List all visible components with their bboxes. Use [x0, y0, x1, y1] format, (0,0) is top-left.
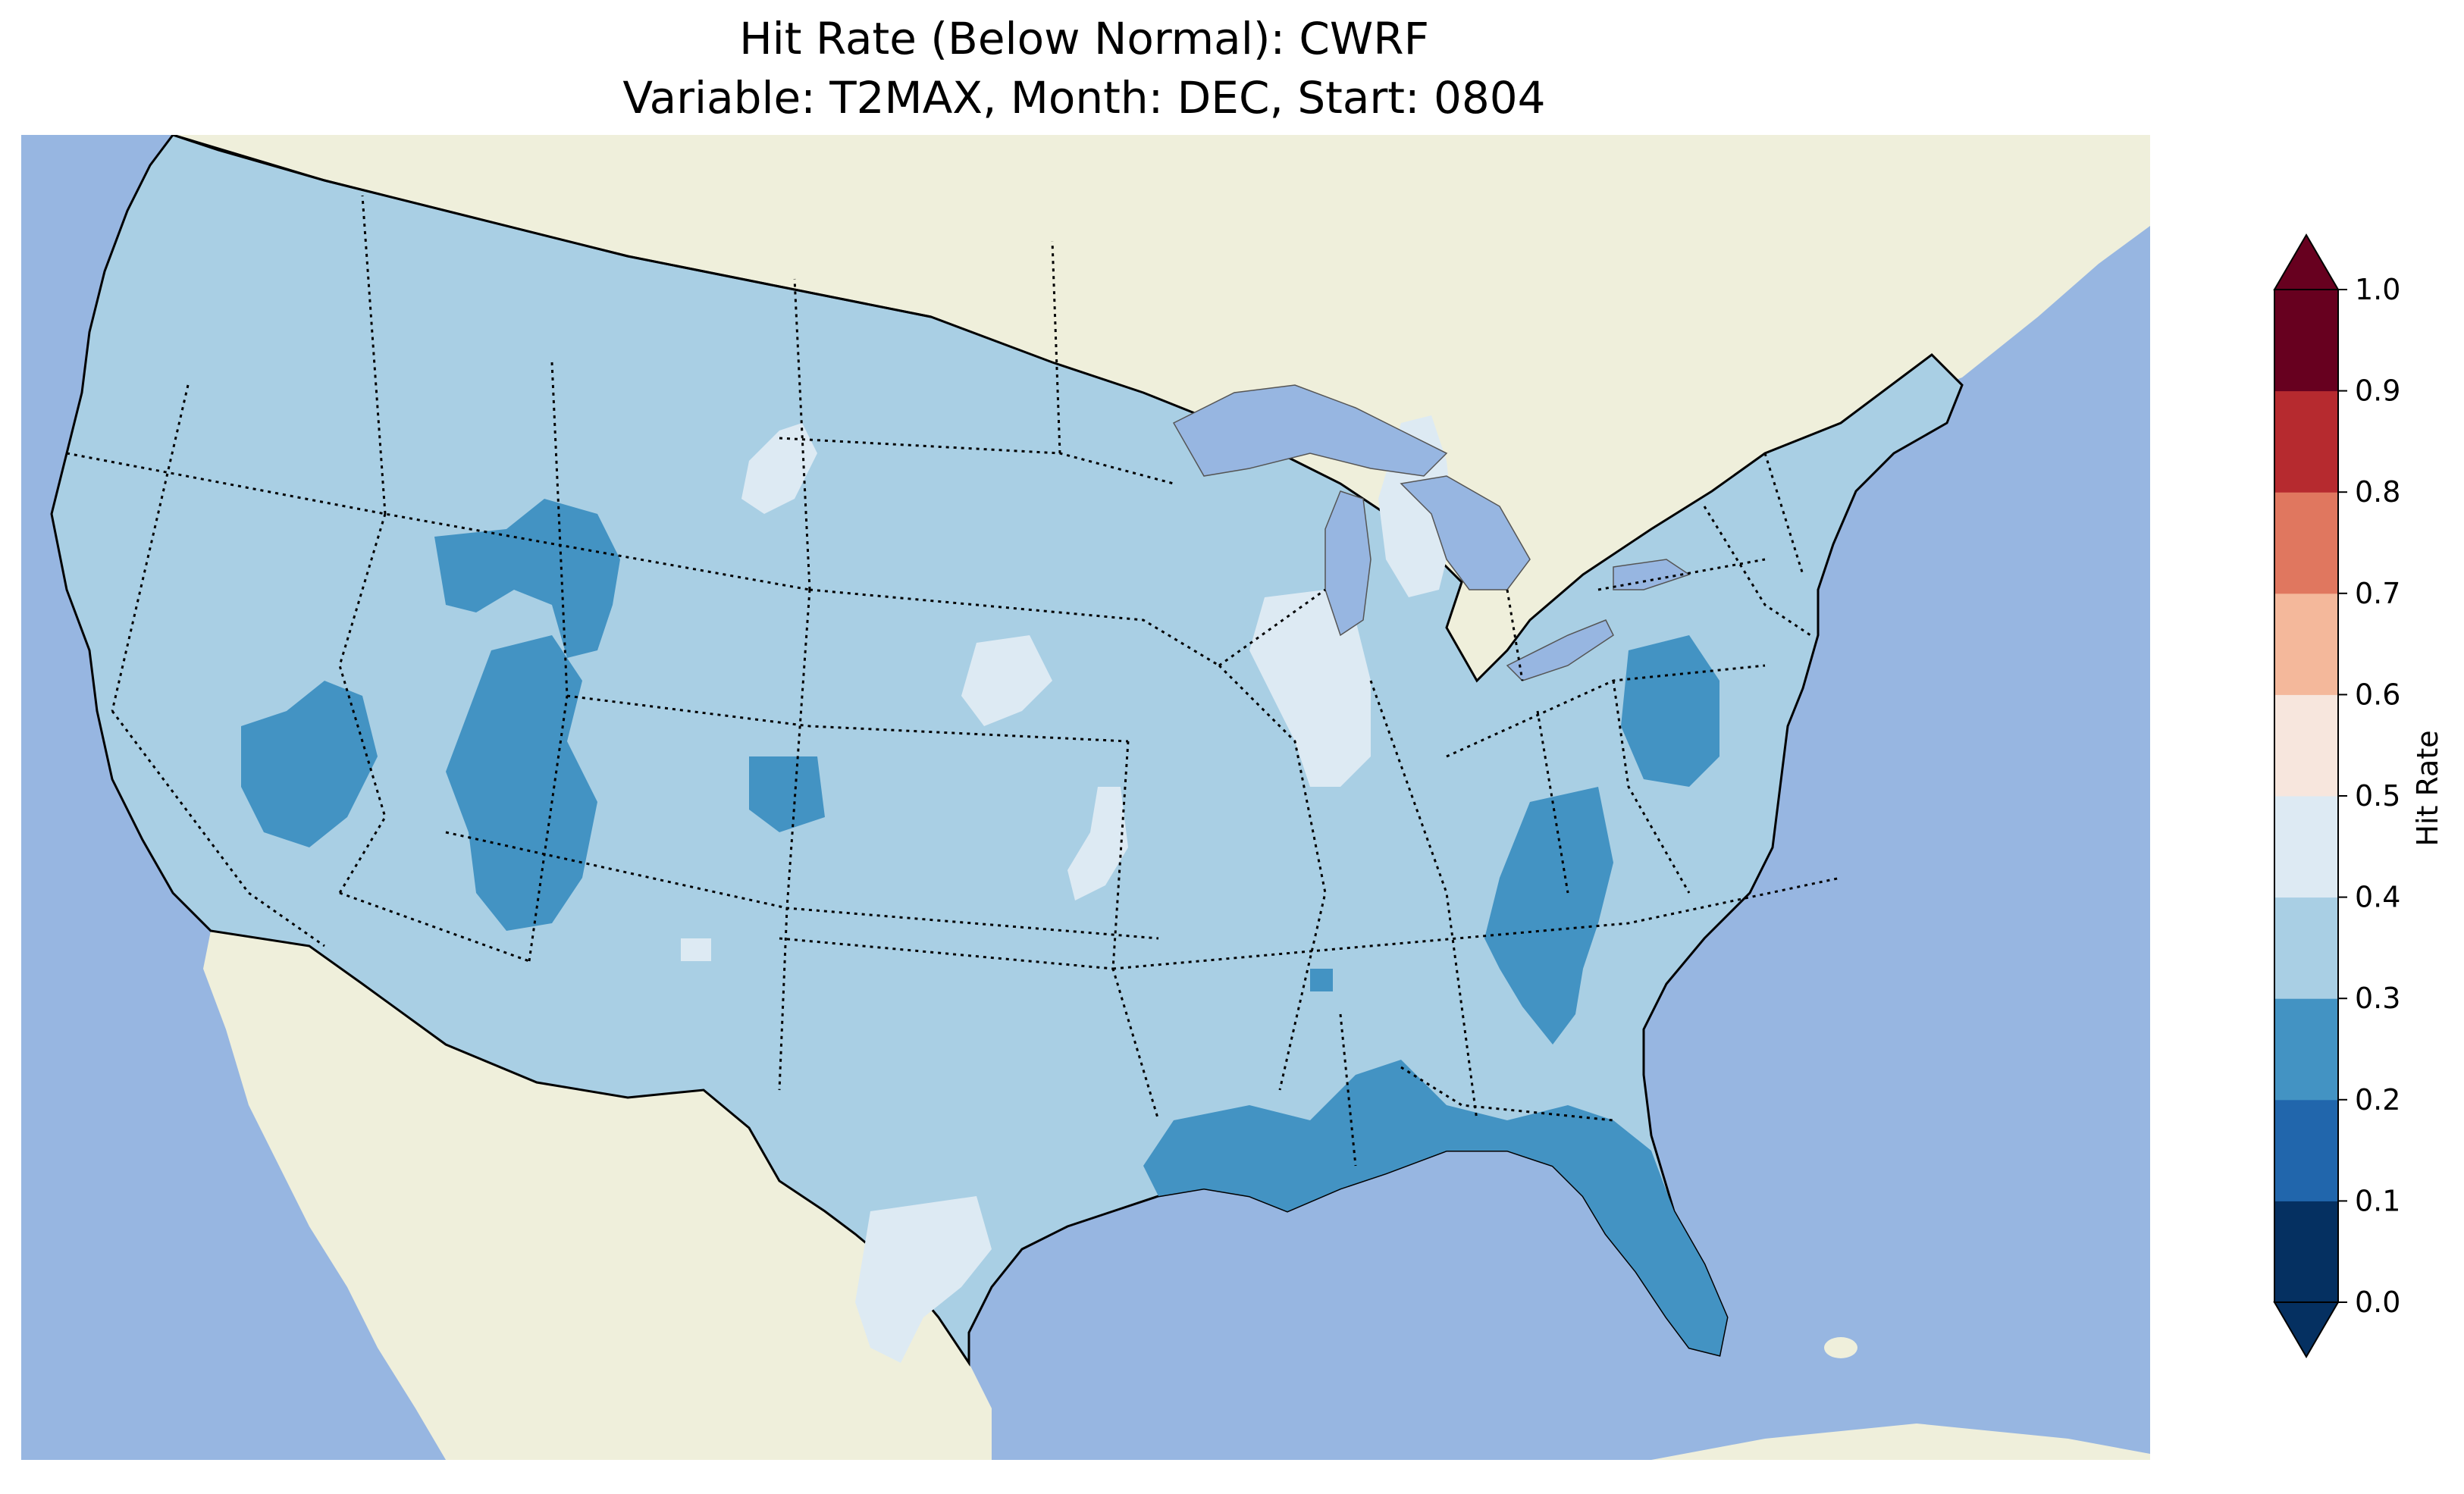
colorbar-extend-max [2273, 233, 2340, 290]
canada-land [173, 135, 2150, 681]
patch-montana [741, 423, 817, 514]
us-canada-border [172, 135, 932, 318]
colorbar: 0.0 0.1 0.2 0.3 0.4 0.5 0.6 0.7 0.8 0.9 1.0 Hit Ra… [2273, 233, 2444, 1358]
colorbar-ticks: 0.0 0.1 0.2 0.3 0.4 0.5 0.6 0.7 0.8 0.9 1.0 [2338, 273, 2400, 1319]
colorbar-tick-label: 0.0 [2355, 1286, 2400, 1319]
map-panel [21, 135, 2150, 1460]
cuba-land [1651, 1424, 2150, 1460]
colorbar-tick-label: 0.5 [2355, 779, 2400, 813]
patch-oklahoma [1067, 787, 1128, 900]
patch-southeast [1484, 787, 1613, 1045]
colorbar-bin [2274, 1201, 2338, 1303]
patch-west-virginia [1621, 635, 1719, 787]
colorbar-tick-label: 0.9 [2355, 374, 2400, 408]
patch-nebraska-kansas [961, 635, 1052, 726]
colorbar-label: Hit Rate [2411, 730, 2444, 846]
lake-superior [1172, 384, 1448, 477]
patch-gulf-coast [1143, 1060, 1727, 1355]
colorbar-bins [2273, 233, 2340, 1358]
patch-mississippi [1310, 969, 1333, 991]
colorbar-tick-label: 0.2 [2355, 1083, 2400, 1117]
patch-colorado [749, 756, 825, 832]
colorbar-tick-label: 0.3 [2355, 982, 2400, 1015]
bahamas-island [1824, 1337, 1857, 1358]
colorbar-tick-label: 0.4 [2355, 881, 2400, 914]
colorbar-bin [2274, 694, 2338, 797]
patch-south-texas [855, 1196, 992, 1363]
patch-new-mexico [681, 938, 711, 961]
baja-land [249, 984, 446, 1424]
colorbar-bin [2274, 796, 2338, 898]
colorbar-bin [2274, 998, 2338, 1101]
patch-illinois [1249, 590, 1371, 787]
colorbar-bin [2274, 492, 2338, 594]
map-title-line-2: Variable: T2MAX, Month: DEC, Start: 0804 [622, 72, 1546, 124]
colorbar-tick-label: 0.1 [2355, 1184, 2400, 1217]
state-borders [66, 195, 1842, 1167]
colorbar-extend-min [2273, 1301, 2340, 1358]
colorbar-tick-label: 0.7 [2355, 577, 2400, 610]
colorbar-bin [2274, 1099, 2338, 1201]
colorbar-tick-label: 0.6 [2355, 678, 2400, 711]
lake-michigan [1324, 490, 1372, 637]
map-title-line-1: Hit Rate (Below Normal): CWRF [739, 13, 1429, 64]
colorbar-tick-label: 0.8 [2355, 475, 2400, 509]
colorbar-bin [2274, 290, 2338, 392]
colorbar-tick-label: 1.0 [2355, 273, 2400, 306]
colorbar-bin [2274, 897, 2338, 999]
patch-idaho-wyoming [434, 499, 620, 658]
colorbar-bin [2274, 390, 2338, 493]
patch-nevada [241, 681, 378, 847]
colorbar-bin [2274, 593, 2338, 695]
